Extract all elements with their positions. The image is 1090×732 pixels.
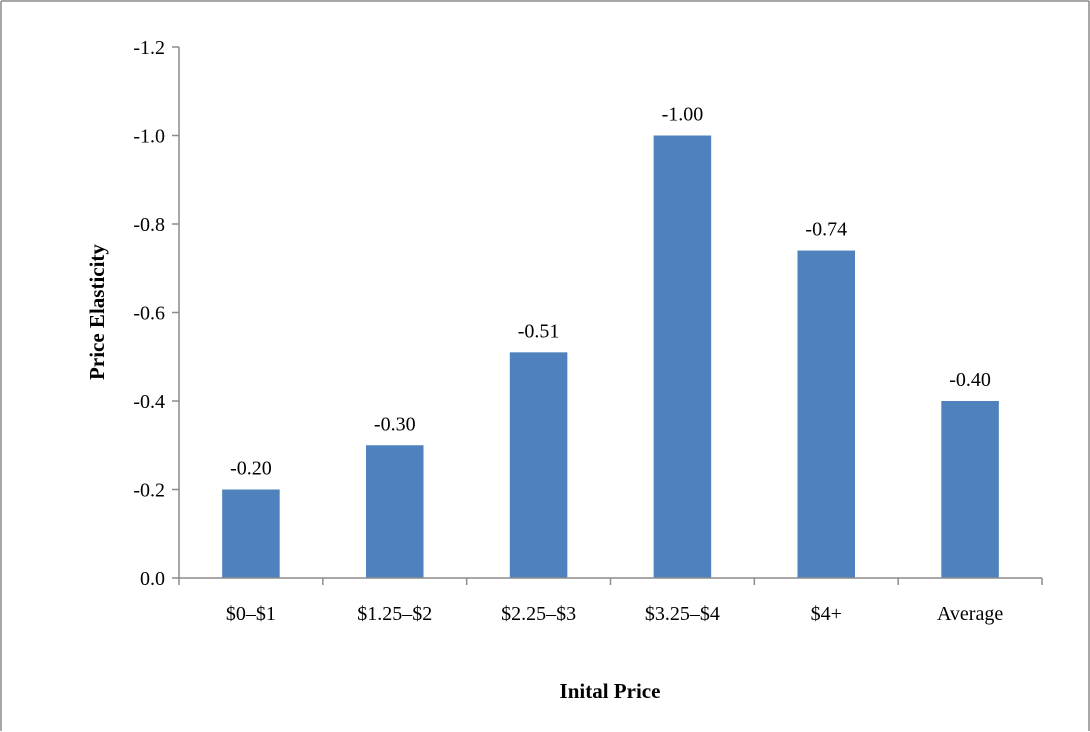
y-tick-label: 0.0 bbox=[140, 568, 165, 590]
bar bbox=[222, 489, 280, 578]
bar bbox=[365, 445, 424, 578]
bar bbox=[509, 352, 568, 578]
y-tick-label: -0.4 bbox=[133, 391, 165, 413]
category-label: $2.25–$3 bbox=[501, 603, 576, 625]
y-axis-title: Price Elasticity bbox=[85, 244, 109, 380]
category-label: Average bbox=[937, 603, 1003, 625]
category-label-group: $0–$1 $1.25–$2 $2.25–$3 $3.25–$4 $4+ Average bbox=[226, 603, 1003, 625]
category-label: $3.25–$4 bbox=[645, 603, 720, 625]
data-label: -0.74 bbox=[805, 219, 847, 241]
x-tick-group bbox=[178, 578, 1043, 585]
y-tick-label: -0.2 bbox=[133, 480, 165, 502]
data-label: -0.40 bbox=[949, 369, 991, 391]
data-label: -1.00 bbox=[662, 104, 704, 126]
bar bbox=[941, 401, 999, 578]
y-tick-label: -1.0 bbox=[133, 126, 165, 148]
category-label: $0–$1 bbox=[226, 603, 276, 625]
bar bbox=[653, 135, 712, 578]
data-label: -0.20 bbox=[230, 458, 272, 480]
y-tick-label: -1.2 bbox=[133, 37, 165, 59]
bar-group bbox=[222, 135, 999, 579]
y-tick-label: -0.6 bbox=[133, 303, 165, 325]
y-tick-label: -0.8 bbox=[133, 214, 165, 236]
category-label: $4+ bbox=[811, 603, 842, 625]
data-label: -0.51 bbox=[518, 320, 560, 342]
x-axis-title: Inital Price bbox=[560, 679, 661, 703]
data-label: -0.30 bbox=[374, 413, 416, 435]
category-label: $1.25–$2 bbox=[357, 603, 432, 625]
data-label-group: -0.20 -0.30 -0.51 -1.00 -0.74 -0.40 bbox=[230, 104, 991, 480]
bar bbox=[797, 250, 856, 579]
y-tick-group: 0.0 -0.2 -0.4 -0.6 -0.8 -1.0 -1.2 bbox=[133, 37, 179, 590]
